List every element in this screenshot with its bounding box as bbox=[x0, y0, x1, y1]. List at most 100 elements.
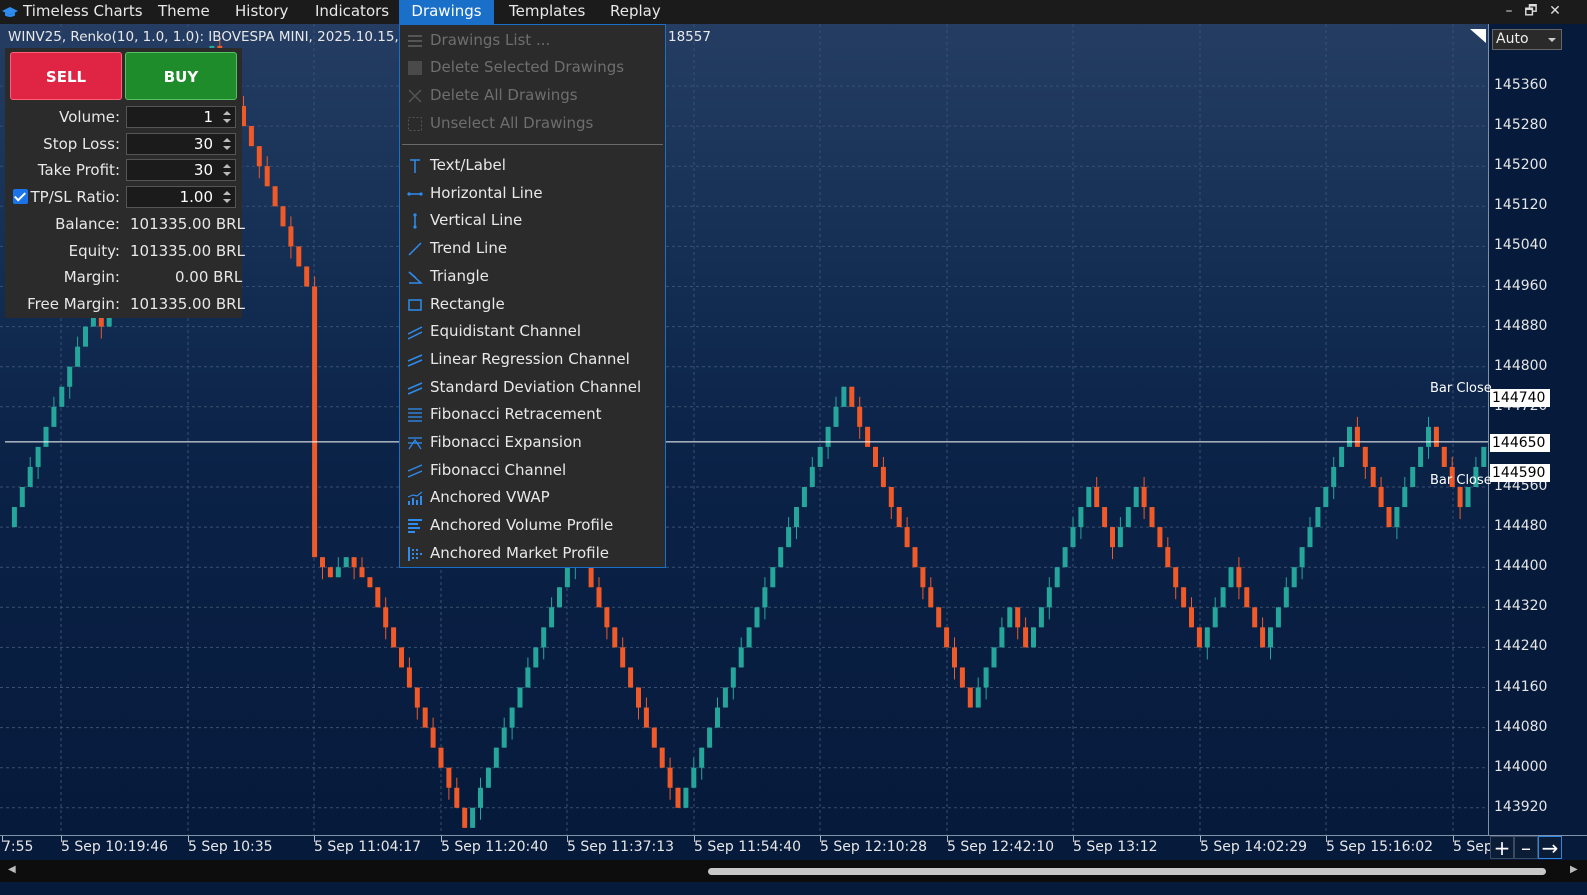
chart-area[interactable]: WINV25, Renko(10, 1.0, 1.0): IBOVESPA MI… bbox=[0, 24, 1488, 835]
menu-item-unselect-all[interactable]: Unselect All Drawings bbox=[400, 110, 665, 137]
menu-item-anchored-market-profile[interactable]: Anchored Market Profile bbox=[400, 540, 665, 567]
candle-down bbox=[880, 466, 886, 487]
stop-loss-input[interactable]: 30 bbox=[126, 133, 236, 155]
menu-item-fibonacci-expansion[interactable]: Fibonacci Expansion bbox=[400, 429, 665, 456]
delete-all-icon bbox=[408, 89, 422, 103]
candle-down bbox=[1354, 426, 1360, 447]
zoom-in-button[interactable]: + bbox=[1490, 836, 1514, 859]
free-margin-label: Free Margin: bbox=[27, 295, 120, 313]
menu-item-drawings-list[interactable]: Drawings List ... bbox=[400, 27, 665, 54]
candle-up bbox=[1426, 426, 1431, 447]
menu-item-fibonacci-channel[interactable]: Fibonacci Channel bbox=[400, 457, 665, 484]
menu-templates[interactable]: Templates bbox=[509, 2, 586, 20]
menu-item-rectangle[interactable]: Rectangle bbox=[400, 291, 665, 318]
time-axis[interactable] bbox=[0, 835, 1587, 860]
menu-item-triangle[interactable]: Triangle bbox=[400, 263, 665, 290]
menu-indicators[interactable]: Indicators bbox=[315, 2, 390, 20]
spin-up-icon[interactable] bbox=[223, 164, 231, 168]
candle-up bbox=[778, 547, 784, 568]
menu-item-delete-all[interactable]: Delete All Drawings bbox=[400, 82, 665, 109]
time-label: 5 Sep 11:37:13 bbox=[567, 839, 675, 855]
price-axis[interactable] bbox=[1488, 24, 1587, 835]
menu-item-anchored-volume-profile[interactable]: Anchored Volume Profile bbox=[400, 512, 665, 539]
spin-up-icon[interactable] bbox=[223, 191, 231, 195]
candle-up bbox=[794, 507, 799, 528]
candle-up bbox=[470, 807, 476, 828]
candle-down bbox=[643, 707, 649, 728]
candle-up bbox=[715, 707, 720, 728]
candle-up bbox=[1133, 487, 1139, 508]
candle-down bbox=[1457, 487, 1463, 508]
tp-sl-ratio-checkbox[interactable] bbox=[13, 189, 28, 204]
restore-button[interactable]: 🗗 bbox=[1524, 3, 1538, 19]
time-label: 5 Sep 11:54:40 bbox=[694, 839, 802, 855]
candle-down bbox=[327, 567, 333, 578]
candle-up bbox=[27, 466, 33, 487]
candle-down bbox=[288, 226, 294, 247]
price-label: 144880 bbox=[1494, 317, 1548, 334]
menu-theme[interactable]: Theme bbox=[158, 2, 210, 20]
app-title[interactable]: Timeless Charts bbox=[23, 2, 143, 20]
menu-item-linear-regression-channel[interactable]: Linear Regression Channel bbox=[400, 346, 665, 373]
menu-item-standard-deviation-channel[interactable]: Standard Deviation Channel bbox=[400, 374, 665, 401]
menu-item-horizontal-line[interactable]: Horizontal Line bbox=[400, 180, 665, 207]
candle-up bbox=[1331, 466, 1337, 487]
chevron-down-icon bbox=[1548, 38, 1556, 42]
tp-sl-ratio-input[interactable]: 1.00 bbox=[126, 186, 236, 208]
spin-up-icon[interactable] bbox=[223, 111, 231, 115]
candle-down bbox=[628, 667, 634, 688]
menu-replay[interactable]: Replay bbox=[610, 2, 661, 20]
minimize-button[interactable]: – bbox=[1505, 3, 1513, 19]
sell-button[interactable]: SELL bbox=[10, 52, 122, 100]
candle-down bbox=[865, 426, 871, 447]
scroll-to-end-button[interactable]: → bbox=[1538, 836, 1562, 859]
time-tick bbox=[820, 836, 821, 842]
zoom-out-button[interactable]: – bbox=[1514, 836, 1538, 859]
candle-down bbox=[1094, 487, 1100, 508]
menu-item-trend-line[interactable]: Trend Line bbox=[400, 235, 665, 262]
candle-up bbox=[1204, 627, 1210, 648]
take-profit-input[interactable]: 30 bbox=[126, 159, 236, 181]
candle-up bbox=[809, 466, 815, 487]
menu-item-fibonacci-retracement[interactable]: Fibonacci Retracement bbox=[400, 401, 665, 428]
candle-down bbox=[1173, 567, 1179, 588]
price-tag-current: 144650 bbox=[1490, 434, 1550, 452]
time-tick bbox=[188, 836, 189, 842]
tp-sl-ratio-label: TP/SL Ratio: bbox=[30, 188, 120, 206]
menu-item-vertical-line[interactable]: Vertical Line bbox=[400, 207, 665, 234]
candle-up bbox=[833, 406, 839, 427]
menu-item-anchored-vwap[interactable]: Anchored VWAP bbox=[400, 484, 665, 511]
candle-up bbox=[1086, 487, 1092, 508]
margin-label: Margin: bbox=[63, 268, 120, 286]
menu-history[interactable]: History bbox=[235, 2, 289, 20]
spin-down-icon[interactable] bbox=[223, 119, 231, 123]
spin-down-icon[interactable] bbox=[223, 172, 231, 176]
menu-item-text-label[interactable]: Text/Label bbox=[400, 152, 665, 179]
renko-chart[interactable] bbox=[0, 24, 1488, 835]
spin-up-icon[interactable] bbox=[223, 138, 231, 142]
graduation-cap-icon bbox=[2, 7, 18, 17]
candle-down bbox=[1370, 466, 1376, 487]
spin-down-icon[interactable] bbox=[223, 146, 231, 150]
take-profit-value: 30 bbox=[193, 161, 213, 179]
rectangle-icon bbox=[408, 298, 422, 311]
scroll-left-arrow-icon[interactable]: ◀ bbox=[8, 864, 16, 875]
scrollbar-thumb[interactable] bbox=[708, 868, 1546, 875]
price-tag-lower: 144590 bbox=[1490, 464, 1550, 482]
close-button[interactable]: ✕ bbox=[1549, 3, 1561, 19]
menu-item-equidistant-channel[interactable]: Equidistant Channel bbox=[400, 318, 665, 345]
candle-up bbox=[1418, 446, 1424, 467]
menu-item-label: Trend Line bbox=[430, 239, 508, 258]
spin-down-icon[interactable] bbox=[223, 199, 231, 203]
candle-down bbox=[1149, 507, 1155, 528]
menu-drawings[interactable]: Drawings bbox=[399, 0, 494, 24]
buy-button[interactable]: BUY bbox=[125, 52, 237, 100]
menu-item-delete-selected[interactable]: Delete Selected Drawings bbox=[400, 54, 665, 81]
volume-input[interactable]: 1 bbox=[126, 106, 236, 128]
scroll-right-arrow-icon[interactable]: ▶ bbox=[1570, 864, 1578, 875]
candle-down bbox=[256, 146, 262, 167]
timeframe-select[interactable]: Auto bbox=[1492, 29, 1562, 50]
candle-down bbox=[1189, 607, 1194, 628]
chart-title-tail: 18557 bbox=[668, 29, 711, 45]
